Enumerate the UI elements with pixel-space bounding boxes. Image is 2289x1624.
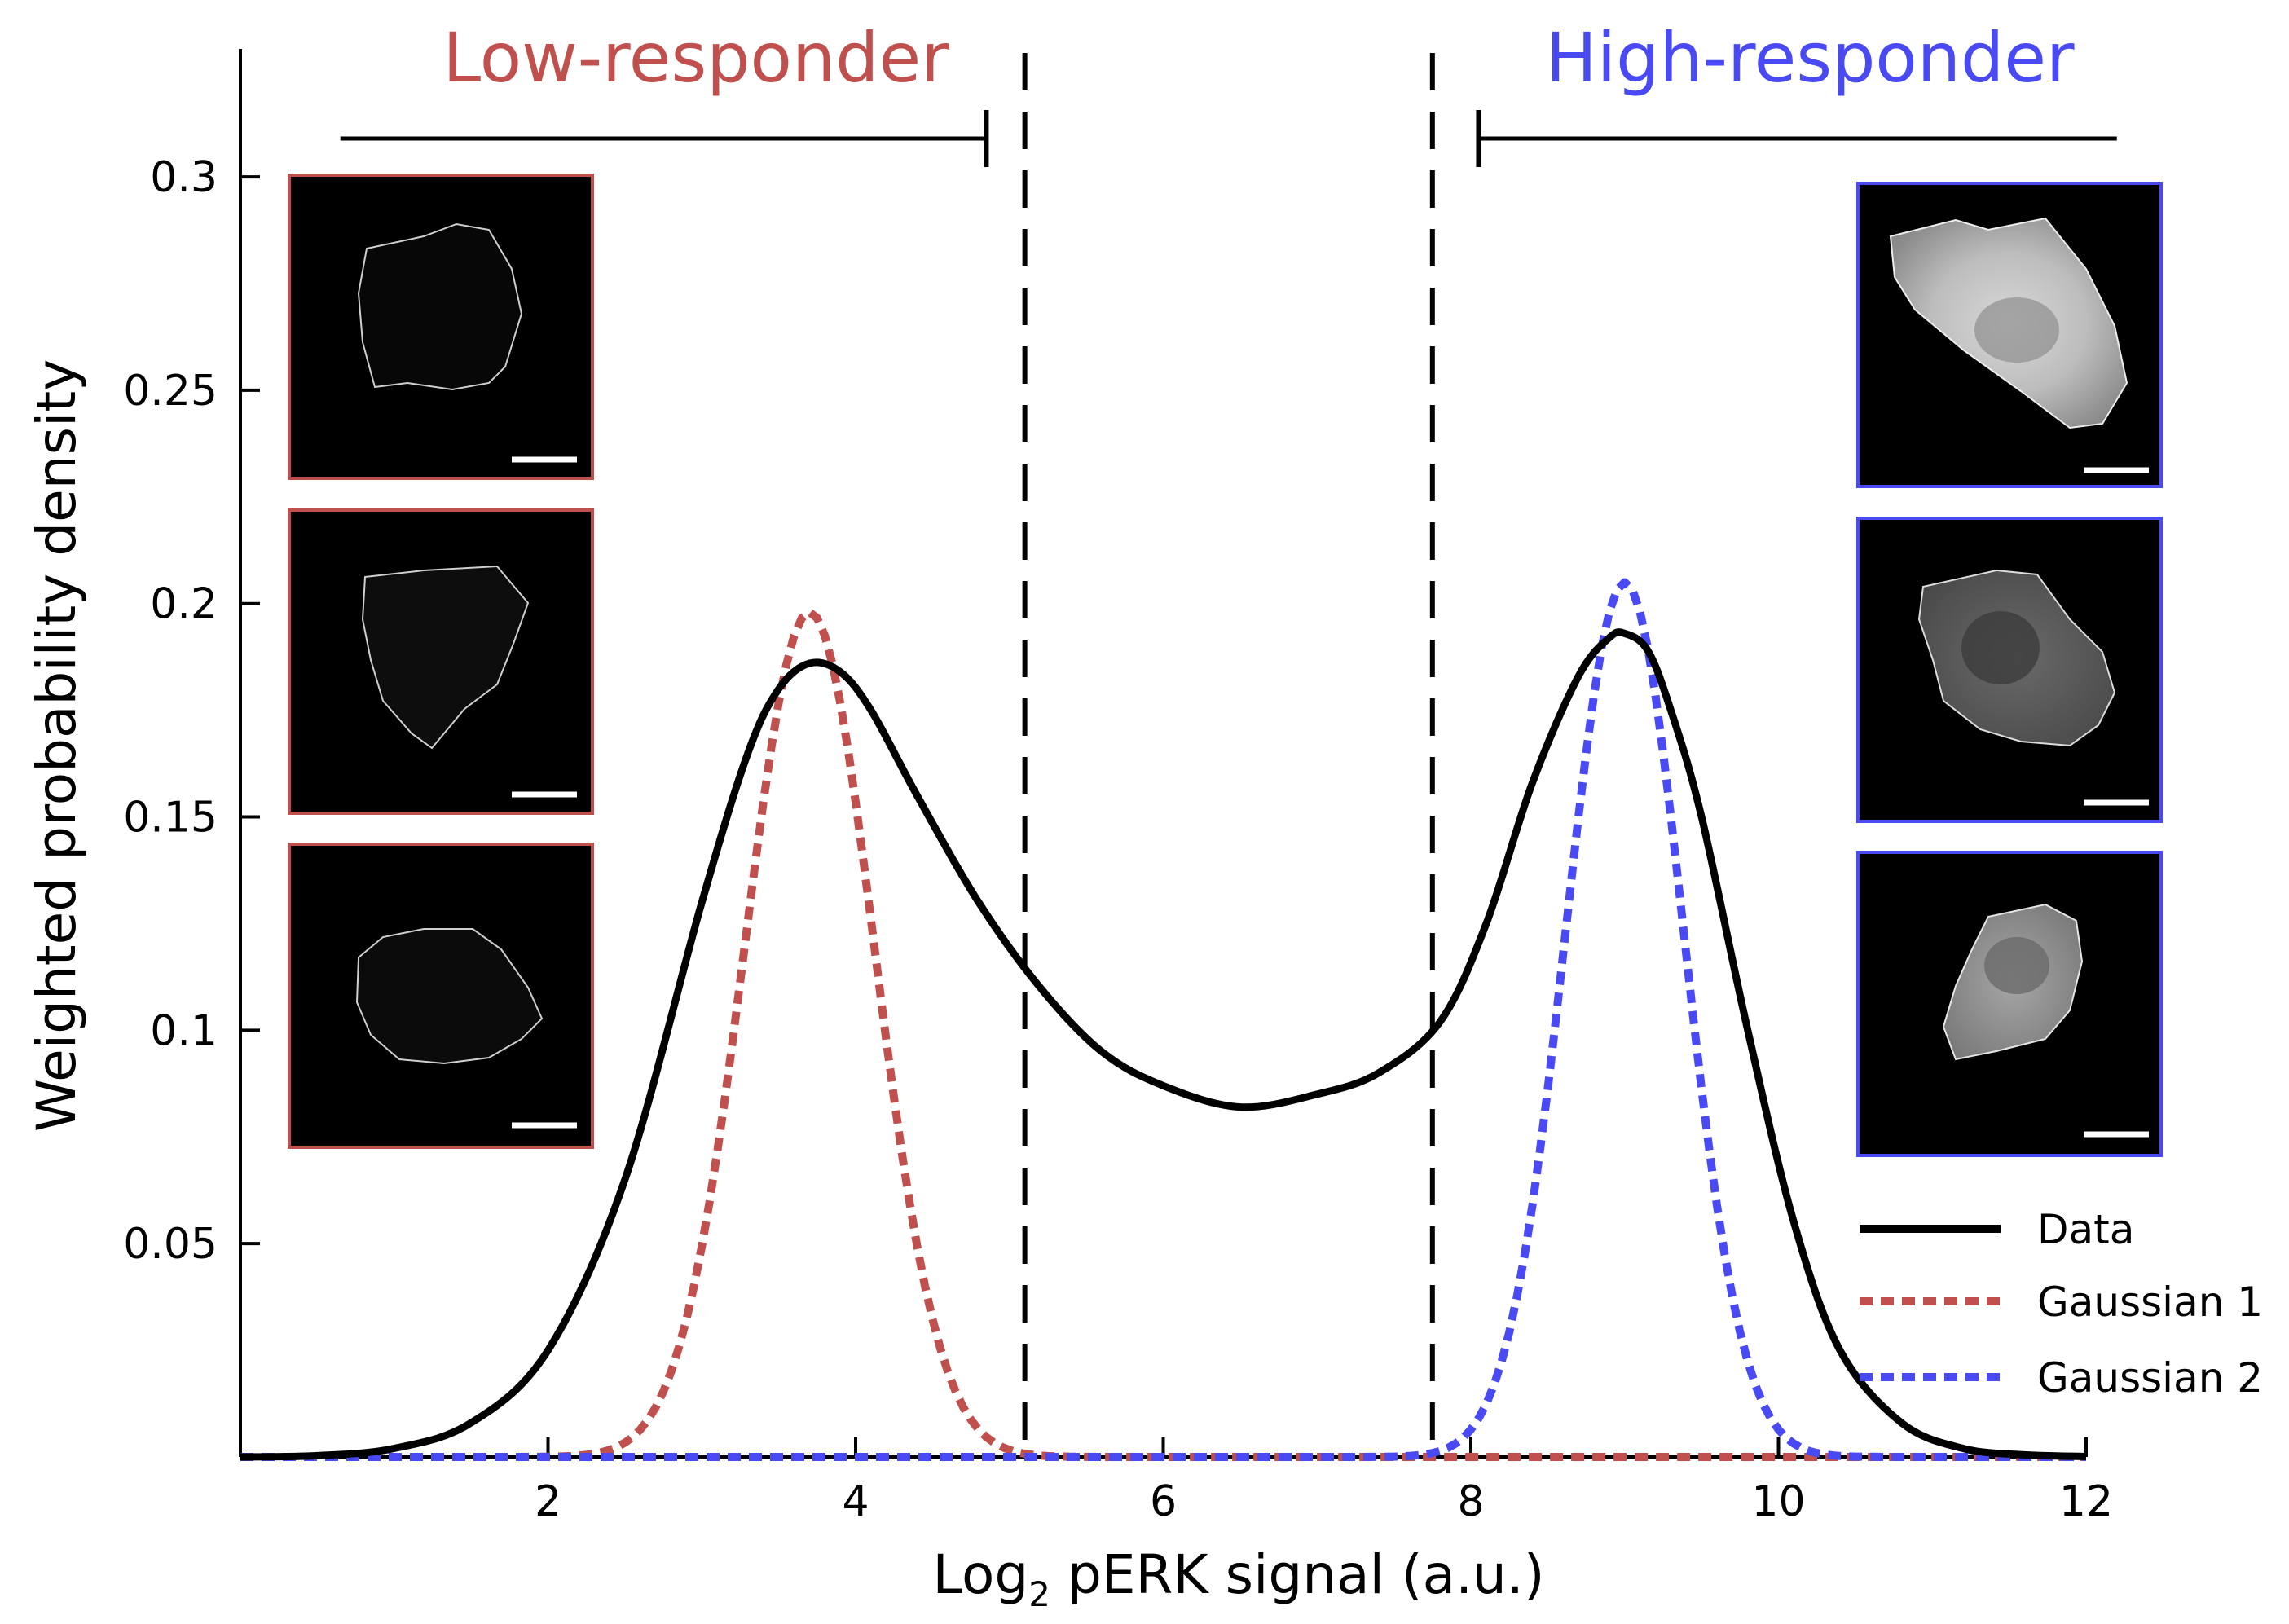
y-axis-label: Weighted probability density [25, 359, 88, 1133]
responder-groups: Low-responder High-responder [340, 18, 2117, 167]
x-tick-label: 10 [1751, 1477, 1805, 1526]
y-ticks: 0.05 0.1 0.15 0.2 0.25 0.3 [123, 153, 260, 1269]
series-gaussian-2 [240, 578, 2086, 1461]
legend-label: Data [2037, 1206, 2134, 1253]
x-axis-label-subscript: 2 [1028, 1574, 1050, 1614]
group-title: Low-responder [442, 18, 949, 98]
inset-image-low-1 [288, 174, 594, 480]
y-tick-label: 0.1 [150, 1006, 218, 1055]
inset-image-low-3 [288, 843, 594, 1149]
low-responder-insets [288, 174, 594, 1149]
inset-image-high-1 [1856, 182, 2163, 488]
threshold-lines [1022, 53, 1435, 1457]
inset-image-high-3 [1856, 851, 2163, 1157]
y-tick-label: 0.2 [150, 580, 218, 629]
x-tick-label: 12 [2059, 1477, 2113, 1526]
inset-image-high-2 [1856, 517, 2163, 823]
x-ticks: 2 4 6 8 10 12 [535, 1437, 2113, 1526]
series-data [240, 628, 2087, 1461]
legend: Data Gaussian 1 Gaussian 2 [1860, 1206, 2263, 1402]
legend-label: Gaussian 2 [2037, 1354, 2263, 1402]
y-tick-label: 0.3 [150, 153, 218, 202]
legend-label: Gaussian 1 [2037, 1279, 2263, 1326]
y-tick-label: 0.05 [123, 1220, 218, 1269]
series-layer [240, 578, 2087, 1461]
x-tick-label: 4 [842, 1477, 869, 1526]
x-tick-label: 2 [535, 1477, 561, 1526]
x-tick-label: 6 [1150, 1477, 1177, 1526]
x-axis-label: Log2 pERK signal (a.u.) [932, 1543, 1544, 1614]
inset-image-low-2 [288, 508, 594, 815]
x-axis-label-prefix: Log [932, 1543, 1028, 1606]
x-axis-label-suffix: pERK signal (a.u.) [1050, 1543, 1545, 1606]
y-tick-label: 0.25 [123, 367, 218, 416]
x-tick-label: 8 [1457, 1477, 1484, 1526]
y-tick-label: 0.15 [123, 794, 218, 843]
high-responder-insets [1856, 182, 2163, 1157]
group-title: High-responder [1546, 18, 2075, 98]
